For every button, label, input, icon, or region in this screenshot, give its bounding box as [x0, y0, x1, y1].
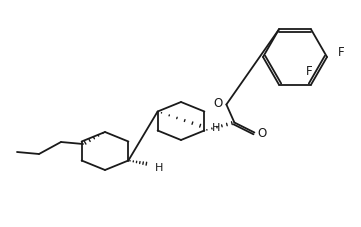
Text: F: F [338, 45, 344, 58]
Text: F: F [306, 65, 312, 78]
Text: H: H [155, 162, 164, 172]
Text: O: O [258, 126, 267, 139]
Text: O: O [214, 96, 223, 109]
Text: H: H [212, 122, 220, 132]
